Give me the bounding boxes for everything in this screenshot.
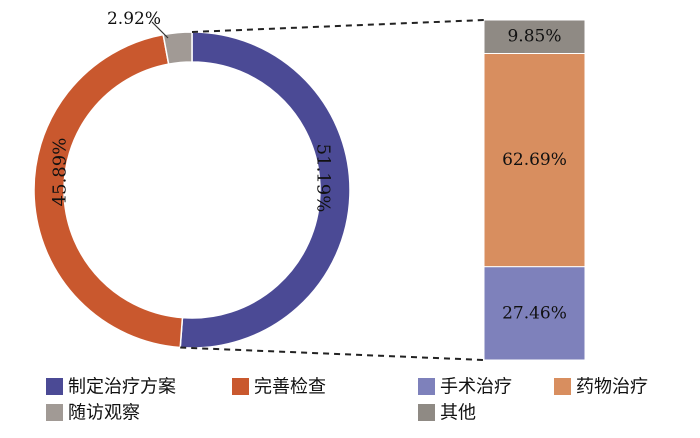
- bar-segment-3: [483, 19, 586, 54]
- legend-label-4: 药物治疗: [576, 377, 648, 398]
- donut-slice-label-1: 51.19%: [313, 144, 334, 213]
- legend-swatch-1: [46, 378, 63, 395]
- connector-lines: [180, 19, 485, 361]
- donut-chart: 51.19% 45.89% 2.92%: [33, 9, 351, 349]
- bar-segment-2: [483, 52, 586, 268]
- legend-label-1: 制定治疗方案: [68, 377, 176, 398]
- connector-line-top: [191, 19, 485, 33]
- connector-line-bottom: [180, 346, 485, 361]
- legend-swatch-5: [46, 404, 63, 421]
- bar-segment-label-1: 27.46%: [502, 303, 567, 323]
- stacked-bar-chart: 27.46% 62.69% 9.85%: [483, 19, 586, 361]
- legend-swatch-2: [232, 378, 249, 395]
- donut-slice-label-2: 45.89%: [50, 138, 71, 207]
- legend-label-2: 完善检查: [254, 377, 326, 398]
- bar-segment-label-2: 62.69%: [502, 150, 567, 170]
- donut-slice-3: [162, 31, 193, 66]
- legend-swatch-6: [418, 404, 435, 421]
- legend-label-3: 手术治疗: [440, 377, 512, 398]
- legend-swatch-4: [554, 378, 571, 395]
- legend-label-6: 其他: [440, 403, 476, 424]
- bar-segment-1: [483, 266, 586, 361]
- legend-swatch-3: [418, 378, 435, 395]
- legend-label-5: 随访观察: [68, 403, 140, 424]
- bar-segment-label-3: 9.85%: [507, 27, 561, 47]
- donut-slice-label-3: 2.92%: [107, 9, 161, 29]
- donut-label-leader: [151, 21, 169, 39]
